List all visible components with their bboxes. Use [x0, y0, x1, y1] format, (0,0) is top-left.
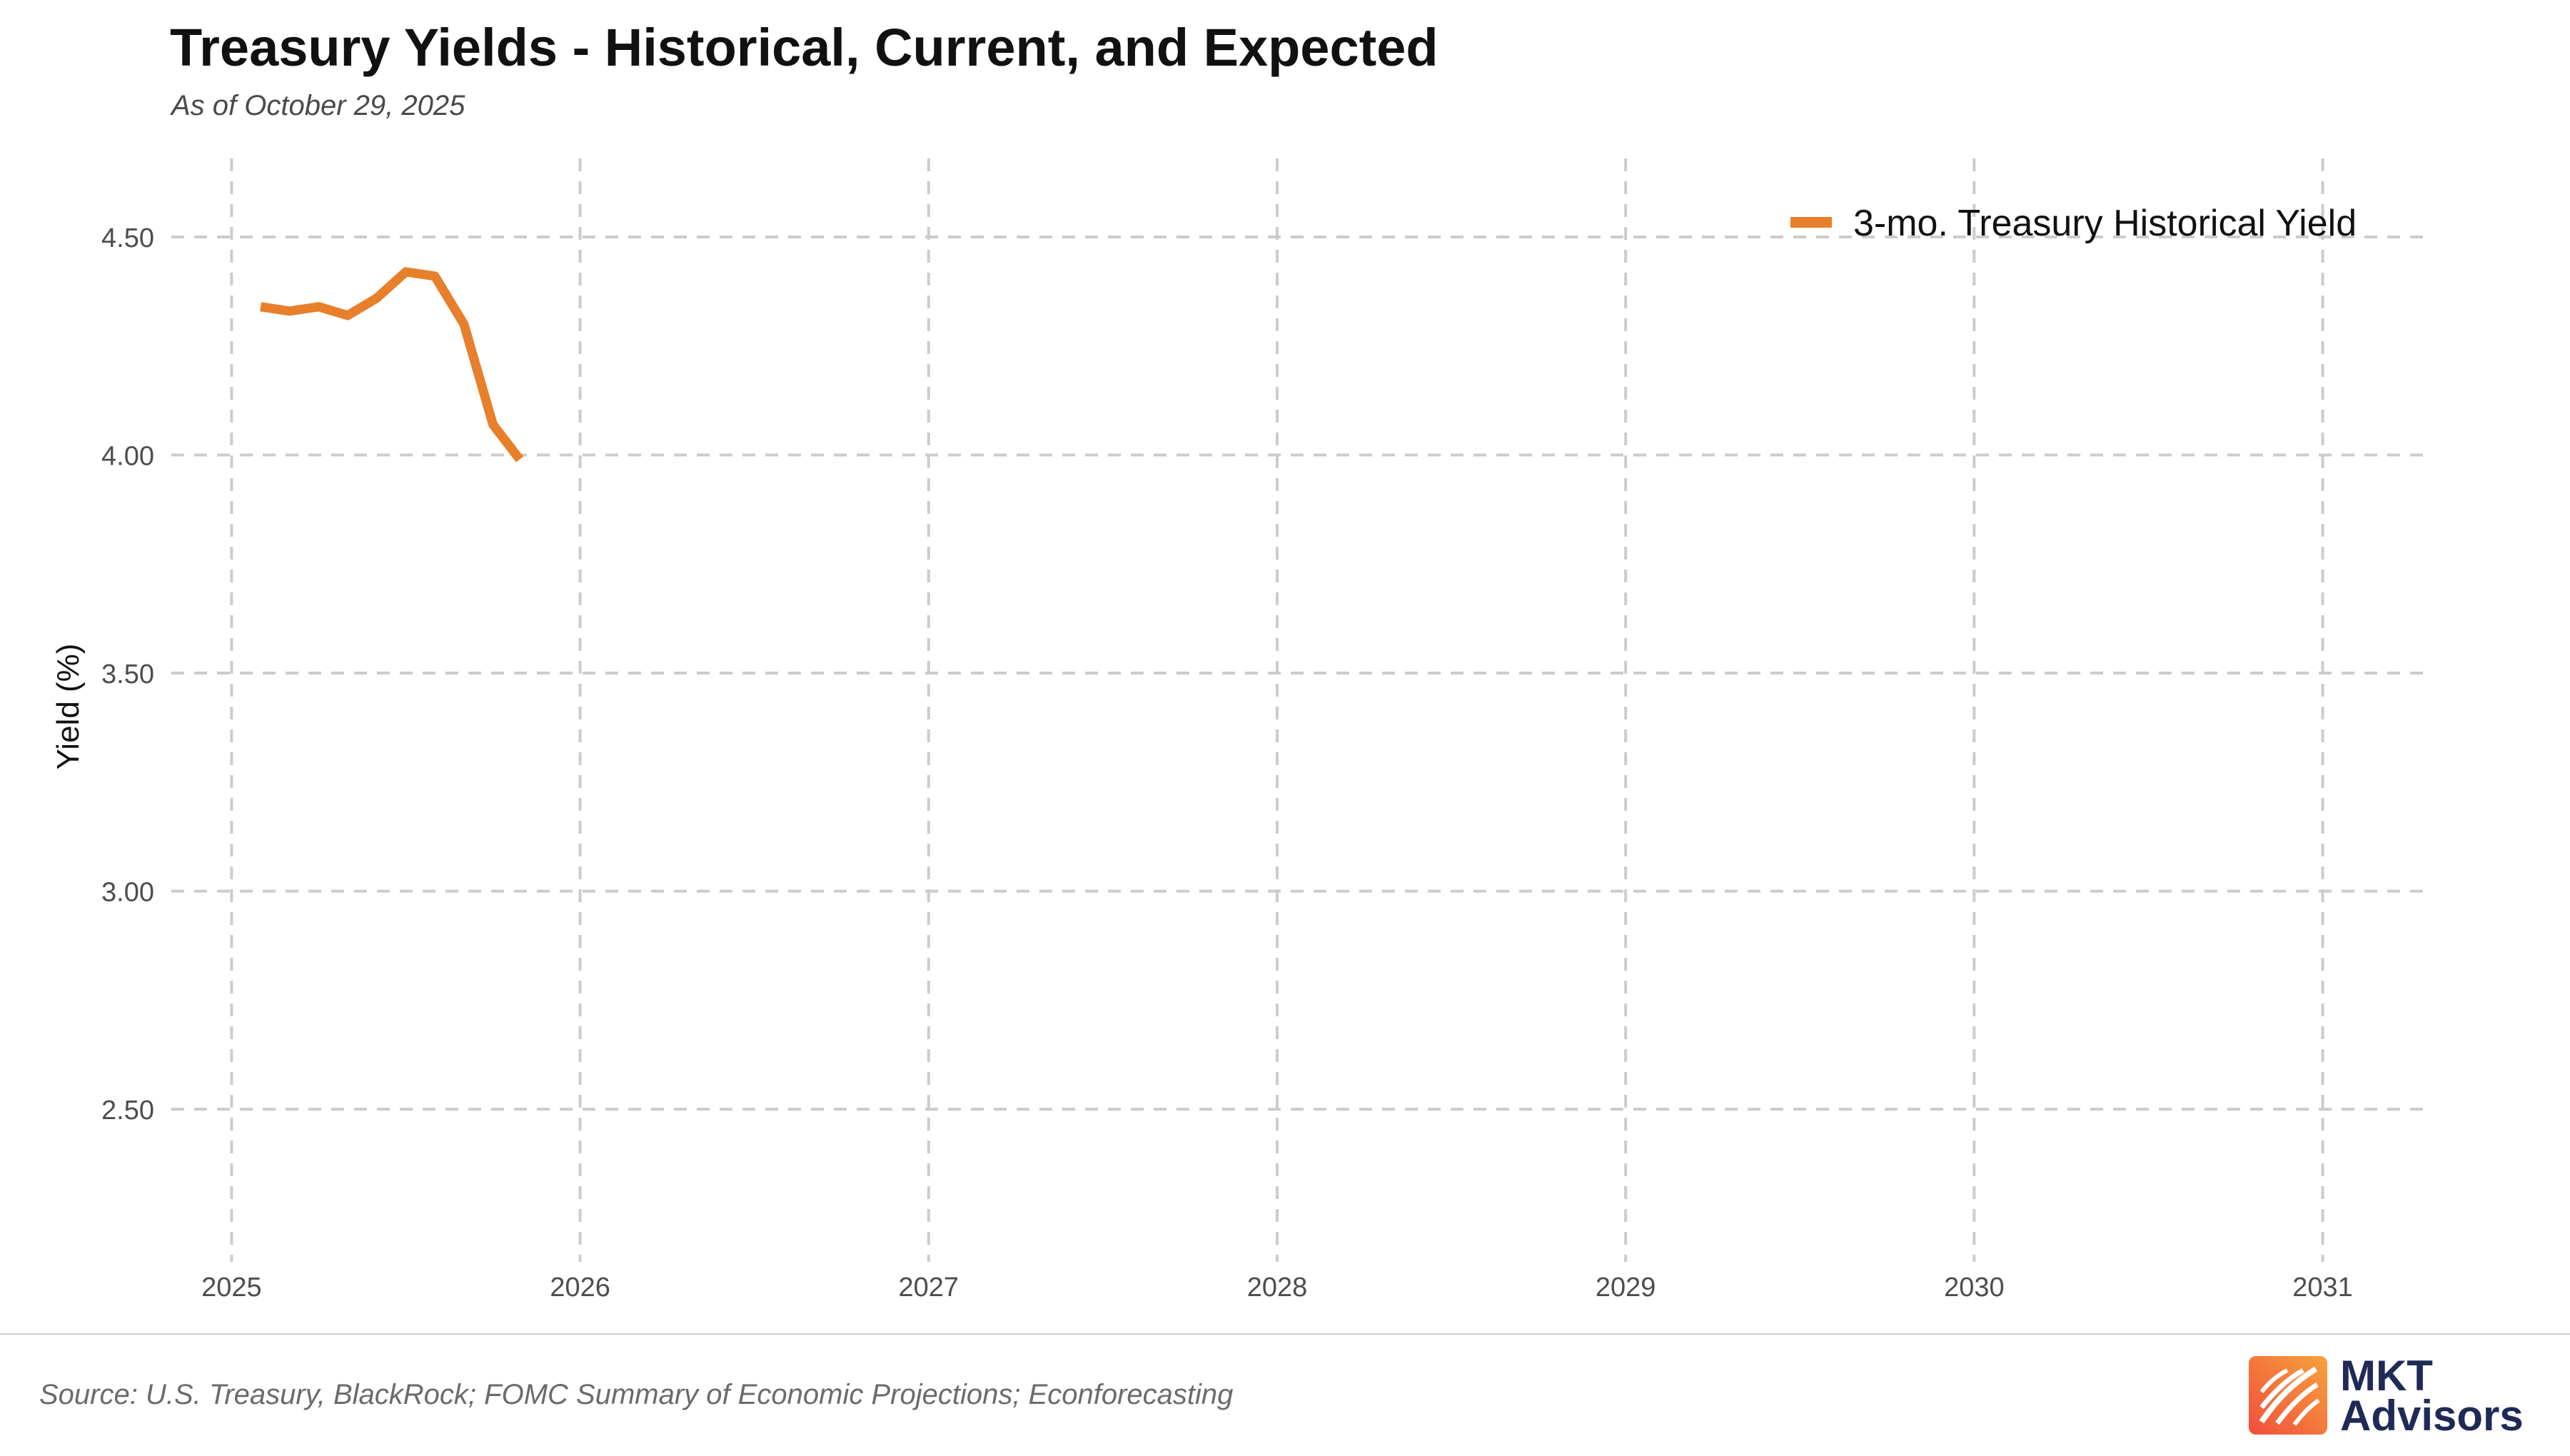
- x-tick-label: 2029: [1596, 1273, 1656, 1303]
- legend: 3-mo. Treasury Historical Yield: [1790, 203, 2357, 244]
- data-point: [463, 323, 465, 325]
- y-axis-label: Yield (%): [51, 644, 86, 770]
- source-note: Source: U.S. Treasury, BlackRock; FOMC S…: [39, 1379, 1234, 1410]
- x-tick-label: 2027: [899, 1273, 959, 1303]
- logo-text-line1: MKT: [2340, 1352, 2433, 1400]
- data-point: [347, 315, 348, 316]
- y-axis-ticks: 2.50 3.00 3.50 4.00 4.50: [101, 223, 154, 1126]
- data-point: [318, 306, 319, 308]
- logo-text-line2: Advisors: [2340, 1392, 2524, 1440]
- mkt-advisors-logo: MKT Advisors: [2249, 1352, 2549, 1440]
- line-chart: 2.503.003.504.004.50 2025 2026 2027 2028 202…: [51, 158, 2427, 1303]
- data-point: [376, 298, 378, 299]
- series-line: [260, 267, 524, 462]
- data-point: [260, 306, 261, 308]
- data-point: [519, 459, 520, 460]
- x-tick-label: 2030: [1944, 1273, 2005, 1303]
- data-point: [434, 275, 435, 277]
- data-point: [493, 424, 494, 425]
- legend-label: 3-mo. Treasury Historical Yield: [1853, 203, 2357, 244]
- x-tick-label: 2031: [2292, 1273, 2353, 1303]
- x-tick-label: 2025: [201, 1273, 262, 1303]
- legend-swatch: [1790, 217, 1832, 228]
- logo-mark-icon: [2249, 1356, 2327, 1435]
- data-point: [289, 310, 291, 312]
- footer-divider: [0, 1333, 2570, 1335]
- y-tick-label: 4.50: [101, 223, 154, 253]
- y-tick-label: 4.00: [101, 442, 154, 472]
- y-tick-label: 3.50: [101, 659, 154, 689]
- x-tick-label: 2028: [1247, 1273, 1308, 1303]
- chart-subtitle: As of October 29, 2025: [171, 90, 465, 121]
- logo-text: MKT Advisors: [2340, 1352, 2524, 1440]
- x-axis-ticks: 2025 2026 2027 2028 2029 2030 2031: [201, 1273, 2353, 1303]
- x-tick-label: 2026: [550, 1273, 610, 1303]
- y-tick-label: 3.00: [101, 878, 154, 908]
- y-tick-label: 2.50: [101, 1096, 154, 1126]
- series-layer: [260, 267, 524, 462]
- grid-lines: [171, 158, 2427, 1262]
- data-point: [405, 271, 407, 273]
- chart-title: Treasury Yields - Historical, Current, a…: [170, 18, 1438, 77]
